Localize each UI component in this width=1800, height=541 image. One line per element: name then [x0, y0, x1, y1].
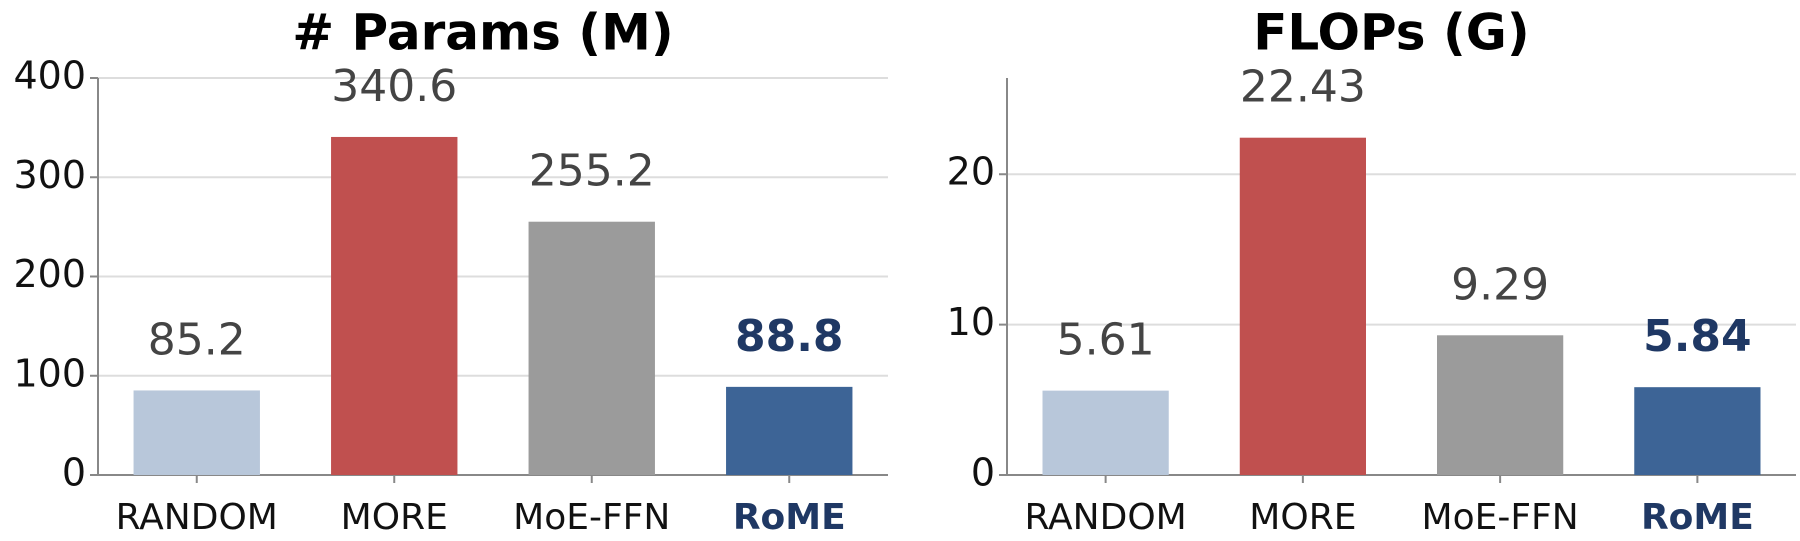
y-tick-label: 20 [947, 150, 995, 194]
x-tick-label: MORE [1249, 497, 1356, 538]
value-label: 5.84 [1643, 311, 1752, 362]
value-label: 85.2 [148, 314, 246, 365]
value-label: 340.6 [331, 61, 457, 112]
bar [726, 386, 853, 475]
bar [133, 390, 260, 475]
x-tick-label: RANDOM [116, 497, 278, 538]
bar [1042, 390, 1169, 475]
value-label: 88.8 [735, 311, 844, 362]
chart-title: # Params (M) [292, 4, 673, 62]
y-tick-label: 0 [971, 451, 995, 495]
y-tick-label: 0 [62, 451, 86, 495]
x-tick-label: MORE [341, 497, 448, 538]
bar [1437, 335, 1564, 475]
bar [1239, 137, 1366, 475]
value-label: 255.2 [529, 146, 655, 197]
y-tick-label: 400 [13, 54, 86, 98]
x-tick-label: MoE-FFN [513, 497, 670, 538]
x-tick-label: MoE-FFN [1422, 497, 1579, 538]
x-tick-label: RoME [733, 497, 846, 538]
y-tick-label: 100 [13, 351, 86, 395]
value-label: 5.61 [1057, 315, 1155, 366]
chart-title: FLOPs (G) [1253, 4, 1529, 62]
value-label: 22.43 [1240, 62, 1366, 113]
bar [528, 221, 655, 475]
x-tick-label: RoME [1641, 497, 1754, 538]
y-tick-label: 300 [13, 153, 86, 197]
x-tick-label: RANDOM [1025, 497, 1187, 538]
y-tick-label: 10 [947, 300, 995, 344]
value-label: 9.29 [1451, 259, 1549, 310]
bar [1634, 387, 1761, 475]
y-tick-label: 200 [13, 252, 86, 296]
bar [331, 136, 458, 475]
